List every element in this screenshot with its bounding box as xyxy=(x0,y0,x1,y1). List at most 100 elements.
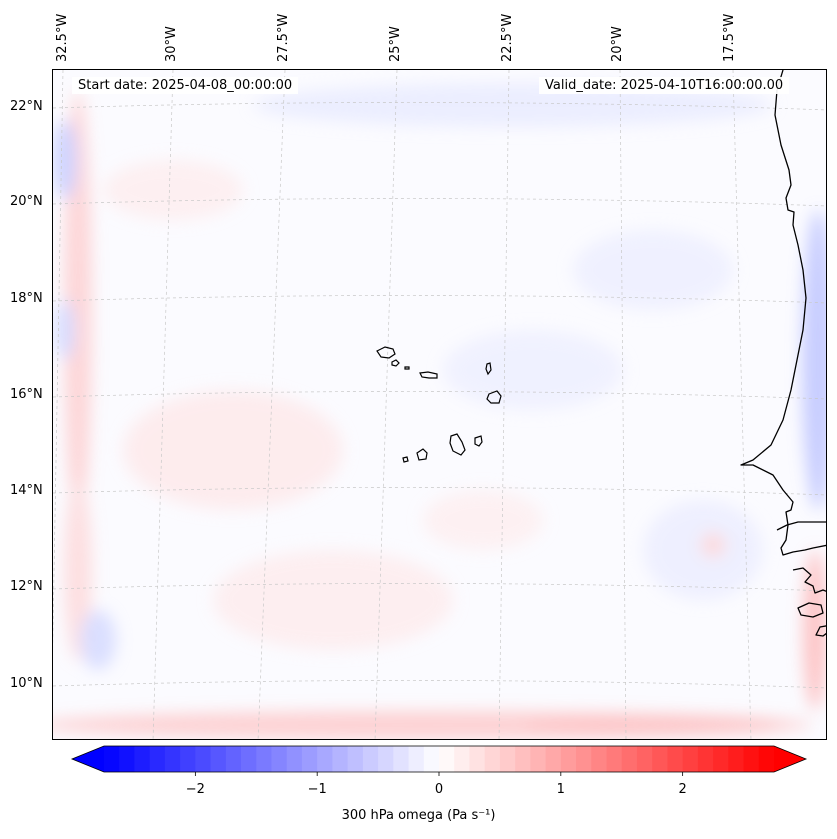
colorbar-cell xyxy=(149,746,166,772)
parallel-10n xyxy=(53,680,826,689)
island-brava xyxy=(402,456,409,463)
colorbar-cell xyxy=(134,746,151,772)
colorbar-tick-label: 1 xyxy=(556,782,565,797)
meridian-22-5w xyxy=(498,70,510,739)
field-blob xyxy=(803,550,826,710)
field-blob xyxy=(443,330,623,410)
graticule xyxy=(53,70,826,739)
colorbar-cell xyxy=(301,746,318,772)
island-sal xyxy=(485,362,492,376)
coastline-gambia-guinea-bissau xyxy=(776,521,826,531)
lat-label-10n: 10°N xyxy=(10,676,43,691)
colorbar-cell xyxy=(636,746,653,772)
lon-label-22-5w: 22.5°W xyxy=(500,13,515,62)
island-santiago xyxy=(449,433,466,456)
colorbar-cell xyxy=(180,746,196,772)
colorbar-cell xyxy=(119,746,136,772)
coastline-bijagos xyxy=(797,602,824,618)
cape-verde-islands xyxy=(376,346,502,463)
lon-label-25w: 25°W xyxy=(388,26,403,62)
colorbar-title: 300 hPa omega (Pa s⁻¹) xyxy=(341,808,496,823)
meridian-17-5w xyxy=(732,70,752,739)
colorbar-tick-label: −1 xyxy=(307,782,327,797)
field-blob xyxy=(53,120,77,200)
colorbar-cell xyxy=(362,746,379,772)
colorbar-cell xyxy=(225,746,242,772)
field-blob xyxy=(253,83,773,127)
colorbar-cell xyxy=(164,746,181,772)
lon-label-17-5w: 17.5°W xyxy=(722,13,737,62)
parallel-18n xyxy=(53,295,826,304)
valid-date-label: Valid_date: 2025-04-10T16:00:00.00 xyxy=(539,77,790,94)
colorbar-cell xyxy=(378,746,394,772)
colorbar-cell xyxy=(560,746,577,772)
island-sao-nicolau xyxy=(419,371,438,379)
meridian-20w xyxy=(619,70,627,739)
colorbar-cell xyxy=(484,746,501,772)
colorbar-cell xyxy=(606,746,623,772)
colorbar-cell xyxy=(241,746,257,772)
meridian-27-5w xyxy=(257,70,286,739)
island-maio xyxy=(474,435,483,447)
field-blob xyxy=(80,610,116,670)
colorbar-cell xyxy=(713,746,729,772)
colorbar-cell xyxy=(439,746,455,772)
field-blob xyxy=(64,480,92,660)
coastline-mauritania-senegal xyxy=(740,70,826,556)
colorbar-tick-label: 0 xyxy=(434,782,444,797)
island-santa-luzia xyxy=(404,366,410,370)
omega-map xyxy=(53,70,826,739)
field-blob xyxy=(802,210,826,510)
colorbar-cell xyxy=(682,746,699,772)
field-blob xyxy=(55,300,75,360)
lon-label-27-5w: 27.5°W xyxy=(276,13,291,62)
island-boa-vista xyxy=(486,390,502,404)
lat-label-12n: 12°N xyxy=(10,579,43,594)
field-blob xyxy=(213,550,453,650)
lat-label-16n: 16°N xyxy=(10,387,43,402)
lat-label-20n: 20°N xyxy=(10,194,43,209)
african-coastline xyxy=(740,70,826,637)
lat-label-22n: 22°N xyxy=(10,99,43,114)
colorbar-cell xyxy=(743,746,760,772)
colorbar-cell xyxy=(621,746,638,772)
meridian-30w xyxy=(152,70,174,739)
colorbar-cell xyxy=(454,746,471,772)
island-fogo xyxy=(416,448,428,461)
colorbar-outline xyxy=(70,745,808,773)
field-blob xyxy=(423,490,543,550)
colorbar-cell xyxy=(210,746,227,772)
island-santo-antao xyxy=(376,346,396,359)
parallel-22n xyxy=(53,102,826,111)
colorbar-extend-low xyxy=(72,746,104,772)
colorbar-cells xyxy=(72,746,806,772)
colorbar-tick-label: −2 xyxy=(185,782,205,797)
colorbar-cell xyxy=(286,746,303,772)
colorbar-cell xyxy=(256,746,273,772)
meridian-25w xyxy=(374,70,398,739)
colorbar-cell xyxy=(423,746,440,772)
colorbar-cell xyxy=(545,746,562,772)
colorbar-cell xyxy=(104,746,120,772)
field-blob xyxy=(573,230,733,310)
colorbar-cell xyxy=(576,746,592,772)
parallel-12n xyxy=(53,583,826,592)
colorbar-cell xyxy=(317,746,334,772)
omega-field xyxy=(53,83,826,739)
lat-label-14n: 14°N xyxy=(10,483,43,498)
parallel-14n xyxy=(53,487,826,496)
lon-label-20w: 20°W xyxy=(610,26,625,62)
coastline-islands-south xyxy=(815,625,826,637)
colorbar-cell xyxy=(697,746,714,772)
lat-label-18n: 18°N xyxy=(10,291,43,306)
field-blob xyxy=(64,90,92,530)
coastline-guinea xyxy=(792,567,826,594)
colorbar-cell xyxy=(347,746,364,772)
colorbar-cell xyxy=(530,746,547,772)
field-blob xyxy=(123,390,343,510)
colorbar-cell xyxy=(667,746,684,772)
colorbar xyxy=(70,745,808,776)
colorbar-cell xyxy=(758,746,775,772)
colorbar-cell xyxy=(195,746,212,772)
field-blob xyxy=(103,160,243,220)
